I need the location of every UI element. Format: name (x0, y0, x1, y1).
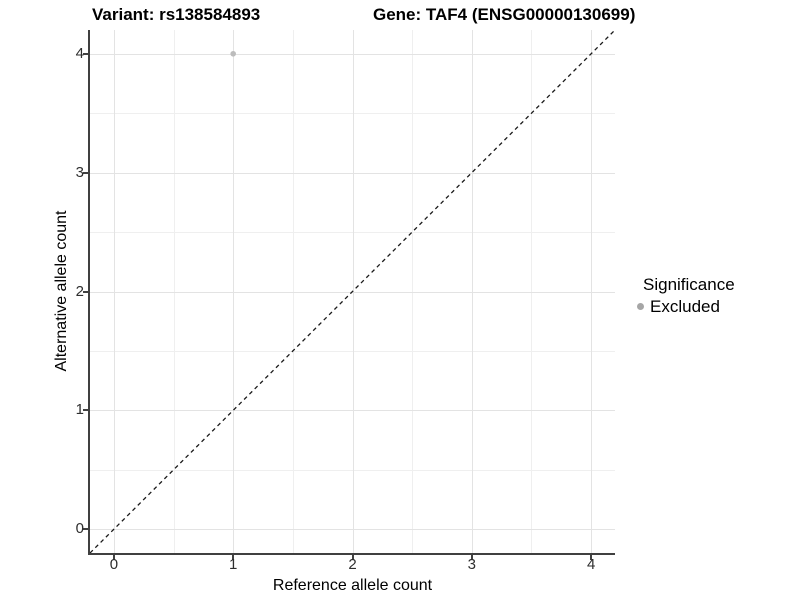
gridline-y-major (90, 410, 615, 412)
x-tick-label: 4 (586, 556, 596, 573)
x-tick-mark (351, 555, 354, 560)
gridline-y-major (90, 53, 615, 55)
plot-panel (90, 30, 615, 553)
y-tick-mark (83, 171, 88, 174)
excluded-point-swatch-icon (637, 303, 644, 310)
y-tick-label: 0 (75, 520, 84, 538)
x-tick-label: 0 (109, 556, 119, 573)
y-tick-mark (83, 52, 88, 55)
y-axis-line (88, 30, 90, 555)
variant-title: Variant: rs138584893 (92, 5, 261, 24)
x-axis-line (88, 553, 615, 555)
legend-title: Significance (643, 275, 735, 294)
y-tick-label: 1 (75, 401, 84, 419)
legend-item-label: Excluded (650, 297, 720, 316)
identity-line (90, 30, 615, 553)
x-tick-mark (112, 555, 115, 560)
data-point (230, 50, 236, 57)
x-tick-mark (470, 555, 473, 560)
legend: Significance Excluded (633, 275, 735, 316)
y-tick-mark (83, 290, 88, 293)
y-tick-label: 4 (75, 44, 84, 62)
x-tick-label: 3 (467, 556, 476, 573)
gridline-y-major (90, 529, 615, 531)
y-tick-label: 2 (75, 282, 84, 300)
gridline-y-major (90, 172, 615, 174)
x-tick-mark (590, 555, 593, 560)
plot-draw-layer (90, 30, 615, 553)
x-tick-label: 1 (229, 556, 238, 573)
legend-item-excluded: Excluded (633, 297, 735, 316)
y-tick-label: 3 (75, 163, 84, 181)
x-axis-title: Reference allele count (272, 577, 433, 594)
x-tick-mark (232, 555, 235, 560)
y-tick-mark (83, 409, 88, 412)
gene-title: Gene: TAF4 (ENSG00000130699) (373, 5, 636, 24)
x-tick-label: 2 (348, 556, 357, 573)
y-tick-mark (83, 528, 88, 531)
